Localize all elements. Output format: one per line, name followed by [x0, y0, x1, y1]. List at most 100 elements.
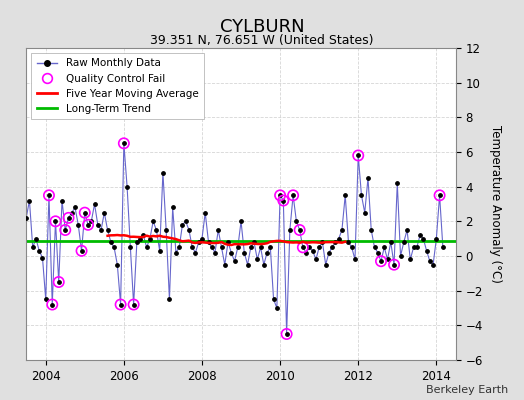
Point [237, 218, 245, 224]
Point [181, 218, 190, 224]
Point [393, 180, 401, 186]
Point [231, 258, 239, 264]
Point [224, 239, 232, 245]
Point [422, 248, 431, 254]
Point [406, 256, 414, 263]
Point [240, 249, 248, 256]
Point [296, 227, 304, 233]
Point [110, 244, 118, 250]
Point [322, 262, 330, 268]
Point [172, 249, 180, 256]
Point [133, 239, 141, 245]
Point [84, 222, 92, 228]
Point [221, 262, 229, 268]
Point [175, 244, 183, 250]
Point [84, 222, 92, 228]
Point [279, 197, 288, 204]
Point [6, 234, 14, 240]
Point [253, 256, 261, 263]
Y-axis label: Temperature Anomaly (°C): Temperature Anomaly (°C) [489, 125, 503, 283]
Point [387, 239, 395, 245]
Point [136, 236, 144, 242]
Point [247, 244, 255, 250]
Point [100, 210, 108, 216]
Point [400, 239, 408, 245]
Point [315, 244, 323, 250]
Point [116, 301, 125, 308]
Point [198, 236, 206, 242]
Point [116, 301, 125, 308]
Point [276, 192, 285, 198]
Point [162, 227, 170, 233]
Point [250, 239, 258, 245]
Point [113, 262, 122, 268]
Point [107, 239, 115, 245]
Point [201, 210, 210, 216]
Point [312, 256, 320, 263]
Point [68, 210, 76, 216]
Legend: Raw Monthly Data, Quality Control Fail, Five Year Moving Average, Long-Term Tren: Raw Monthly Data, Quality Control Fail, … [31, 53, 204, 119]
Point [119, 140, 128, 146]
Point [318, 239, 326, 245]
Point [61, 227, 70, 233]
Point [419, 236, 428, 242]
Point [266, 244, 275, 250]
Point [338, 227, 346, 233]
Point [54, 279, 63, 285]
Point [234, 244, 242, 250]
Point [367, 227, 375, 233]
Point [328, 244, 336, 250]
Point [97, 227, 105, 233]
Point [143, 244, 151, 250]
Point [309, 248, 317, 254]
Point [188, 244, 196, 250]
Point [51, 218, 60, 224]
Point [263, 249, 271, 256]
Point [211, 249, 219, 256]
Point [103, 227, 112, 233]
Point [347, 244, 356, 250]
Point [87, 218, 95, 224]
Point [432, 236, 441, 242]
Point [204, 239, 213, 245]
Point [272, 305, 281, 311]
Point [45, 192, 53, 198]
Point [374, 249, 382, 256]
Point [331, 239, 340, 245]
Point [32, 236, 40, 242]
Point [286, 227, 294, 233]
Point [194, 239, 203, 245]
Point [191, 249, 200, 256]
Point [243, 262, 252, 268]
Point [370, 244, 379, 250]
Point [435, 192, 444, 198]
Point [35, 248, 43, 254]
Point [12, 258, 20, 264]
Point [276, 192, 285, 198]
Point [19, 236, 27, 242]
Point [429, 262, 438, 268]
Point [41, 296, 50, 302]
Point [390, 262, 398, 268]
Point [185, 227, 193, 233]
Point [129, 301, 138, 308]
Point [64, 215, 73, 221]
Point [208, 244, 216, 250]
Point [146, 236, 154, 242]
Point [214, 227, 223, 233]
Point [344, 239, 353, 245]
Point [354, 152, 363, 159]
Point [61, 227, 70, 233]
Point [48, 301, 57, 308]
Point [71, 204, 79, 211]
Point [435, 192, 444, 198]
Point [325, 249, 333, 256]
Point [159, 170, 167, 176]
Point [25, 197, 34, 204]
Point [64, 215, 73, 221]
Point [81, 210, 89, 216]
Point [94, 222, 102, 228]
Point [425, 258, 434, 264]
Point [292, 218, 301, 224]
Point [227, 249, 235, 256]
